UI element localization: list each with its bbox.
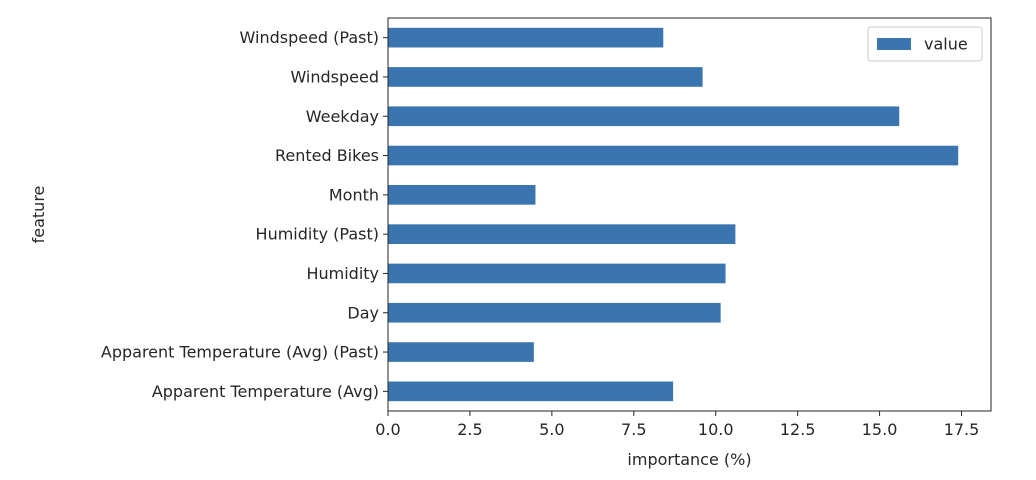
bar-1 bbox=[388, 67, 703, 87]
y-tick-label-0: Windspeed (Past) bbox=[240, 28, 379, 47]
y-tick-label-8: Apparent Temperature (Avg) (Past) bbox=[101, 343, 379, 362]
y-axis-label: feature bbox=[29, 186, 48, 244]
x-tick-label-6: 15.0 bbox=[862, 420, 898, 439]
y-tick-label-4: Month bbox=[329, 185, 379, 204]
legend: value bbox=[867, 26, 983, 62]
legend-label: value bbox=[924, 35, 968, 54]
y-tick-label-6: Humidity bbox=[306, 264, 379, 283]
y-tick-label-2: Weekday bbox=[306, 107, 379, 126]
x-tick-label-2: 5.0 bbox=[539, 420, 564, 439]
y-tick-label-7: Day bbox=[347, 303, 379, 322]
x-tick-label-4: 10.0 bbox=[698, 420, 734, 439]
x-tick-label-0: 0.0 bbox=[375, 420, 400, 439]
bar-8 bbox=[388, 342, 534, 362]
bar-0 bbox=[388, 27, 664, 48]
bars-group bbox=[388, 27, 959, 402]
x-tick-label-3: 7.5 bbox=[621, 420, 646, 439]
y-tick-label-9: Apparent Temperature (Avg) bbox=[152, 382, 379, 401]
bar-7 bbox=[388, 302, 721, 323]
x-axis-label: importance (%) bbox=[627, 450, 751, 469]
y-tick-label-5: Humidity (Past) bbox=[256, 225, 379, 244]
plot-frame bbox=[387, 17, 992, 412]
legend-swatch bbox=[877, 38, 911, 50]
x-axis-ticks: 0.0 2.5 5.0 7.5 10.0 12.5 15.0 17.5 bbox=[375, 411, 979, 439]
bar-6 bbox=[388, 263, 726, 284]
bar-2 bbox=[388, 106, 900, 127]
bar-5 bbox=[388, 224, 736, 244]
x-tick-label-5: 12.5 bbox=[780, 420, 816, 439]
legend-box bbox=[867, 26, 983, 62]
bar-4 bbox=[388, 185, 536, 205]
y-tick-label-3: Rented Bikes bbox=[275, 146, 379, 165]
bar-9 bbox=[388, 381, 674, 402]
y-axis-ticks: Windspeed (Past) Windspeed Weekday Rented B… bbox=[101, 28, 388, 401]
x-tick-label-7: 17.5 bbox=[944, 420, 980, 439]
bar-3 bbox=[388, 145, 959, 166]
x-tick-label-1: 2.5 bbox=[457, 420, 482, 439]
y-tick-label-1: Windspeed bbox=[290, 67, 379, 86]
